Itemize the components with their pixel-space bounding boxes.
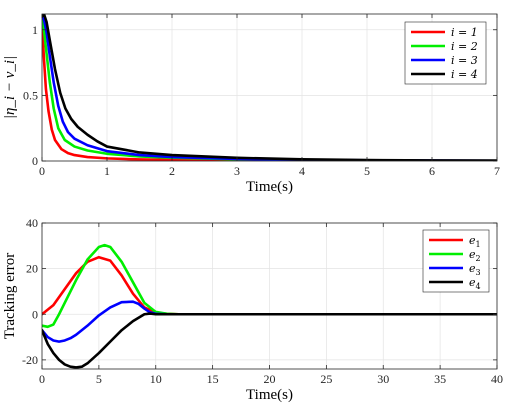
x-tick-label-5: 25 [320,372,332,386]
x-tick-label-7: 7 [494,164,500,178]
y-tick-label-0: 0 [32,154,38,168]
x-axis-label: Time(s) [246,387,293,403]
y-tick-label-0: -20 [22,353,38,367]
legend-label-3: i = 3 [451,54,478,67]
y-tick-label-2: 20 [26,262,38,276]
x-tick-label-4: 4 [299,164,305,178]
legend-label-2: e2 [469,248,481,263]
x-tick-label-7: 35 [434,372,446,386]
y-tick-label-1: 0 [32,307,38,321]
x-tick-label-6: 30 [377,372,389,386]
x-tick-label-6: 6 [429,164,435,178]
x-tick-label-5: 5 [364,164,370,178]
x-tick-label-4: 20 [264,372,276,386]
series-line-4 [42,312,497,369]
legend-label-4: i = 4 [451,68,478,81]
y-tick-label-2: 1 [32,23,38,37]
chart-2: 0 5 10 15 20 25 30 35 40-2002040Time(s)Tracking … [2,216,503,403]
legend-label-1: i = 1 [451,26,478,39]
y-tick-label-1: 0.5 [23,88,38,102]
x-tick-label-8: 40 [491,372,503,386]
y-axis-label: |η_i − v_i| [2,56,18,119]
x-tick-label-1: 1 [104,164,110,178]
legend: i = 1i = 2i = 3i = 4 [404,21,487,85]
axes-box [41,13,498,162]
legend-label-3: e3 [469,262,481,277]
legend-label-2: i = 2 [451,40,478,53]
x-tick-label-0: 0 [39,372,45,386]
x-axis-label: Time(s) [246,179,293,195]
y-axis-label: Tracking error [2,253,18,340]
x-tick-label-0: 0 [39,164,45,178]
y-tick-label-3: 40 [26,216,38,230]
legend-label-1: e1 [469,234,481,249]
x-tick-label-2: 10 [150,372,162,386]
x-tick-label-1: 5 [96,372,102,386]
x-tick-label-3: 3 [234,164,240,178]
x-tick-label-2: 2 [169,164,175,178]
legend-label-4: e4 [469,276,481,291]
x-tick-label-3: 15 [207,372,219,386]
